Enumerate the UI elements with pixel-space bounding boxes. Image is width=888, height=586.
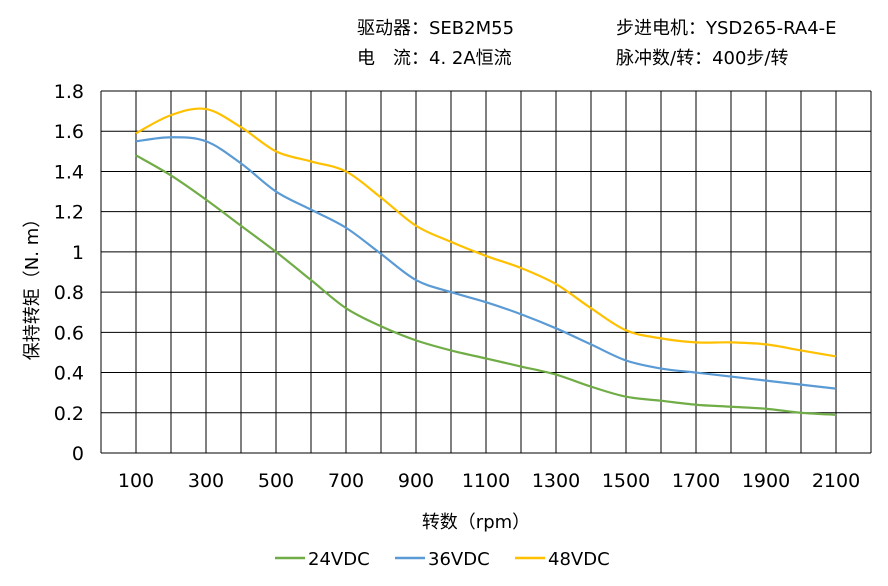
y-tick-label: 1.6	[54, 121, 84, 143]
x-tick-label: 100	[118, 470, 154, 492]
y-tick-label: 0.2	[54, 403, 84, 425]
x-tick-label: 700	[328, 470, 364, 492]
y-tick-label: 0.6	[54, 322, 84, 344]
x-tick-label: 900	[398, 470, 434, 492]
x-tick-label: 1700	[672, 470, 720, 492]
x-tick-label: 2100	[812, 470, 860, 492]
x-tick-label: 500	[258, 470, 294, 492]
driver-label: 驱动器：SEB2M55	[357, 18, 515, 39]
y-tick-label: 0.4	[54, 363, 84, 385]
x-tick-label: 1900	[742, 470, 790, 492]
legend-label-36VDC: 36VDC	[428, 549, 490, 570]
series-line-48VDC	[135, 107, 837, 358]
y-tick-label: 0.8	[54, 282, 84, 304]
motor-label: 步进电机：YSD265-RA4-E	[616, 18, 837, 39]
series-line-24VDC	[135, 154, 837, 416]
series-line-36VDC	[135, 136, 837, 390]
y-axis-label: 保持转矩（N. m）	[22, 210, 43, 360]
current-label: 电 流：4. 2A恒流	[357, 48, 512, 69]
y-tick-label: 1.4	[54, 161, 84, 183]
y-tick-label: 1.2	[54, 202, 84, 224]
x-tick-label: 1300	[532, 470, 580, 492]
pulses-label: 脉冲数/转：400步/转	[616, 48, 789, 69]
legend-label-48VDC: 48VDC	[548, 549, 610, 570]
legend-label-24VDC: 24VDC	[308, 549, 370, 570]
y-tick-label: 1.8	[54, 81, 84, 103]
x-axis-label: 转数（rpm）	[422, 512, 530, 533]
y-tick-label: 1	[72, 242, 84, 264]
x-tick-label: 1500	[602, 470, 650, 492]
x-tick-label: 1100	[462, 470, 510, 492]
y-tick-label: 0	[72, 443, 84, 465]
x-tick-label: 300	[188, 470, 224, 492]
